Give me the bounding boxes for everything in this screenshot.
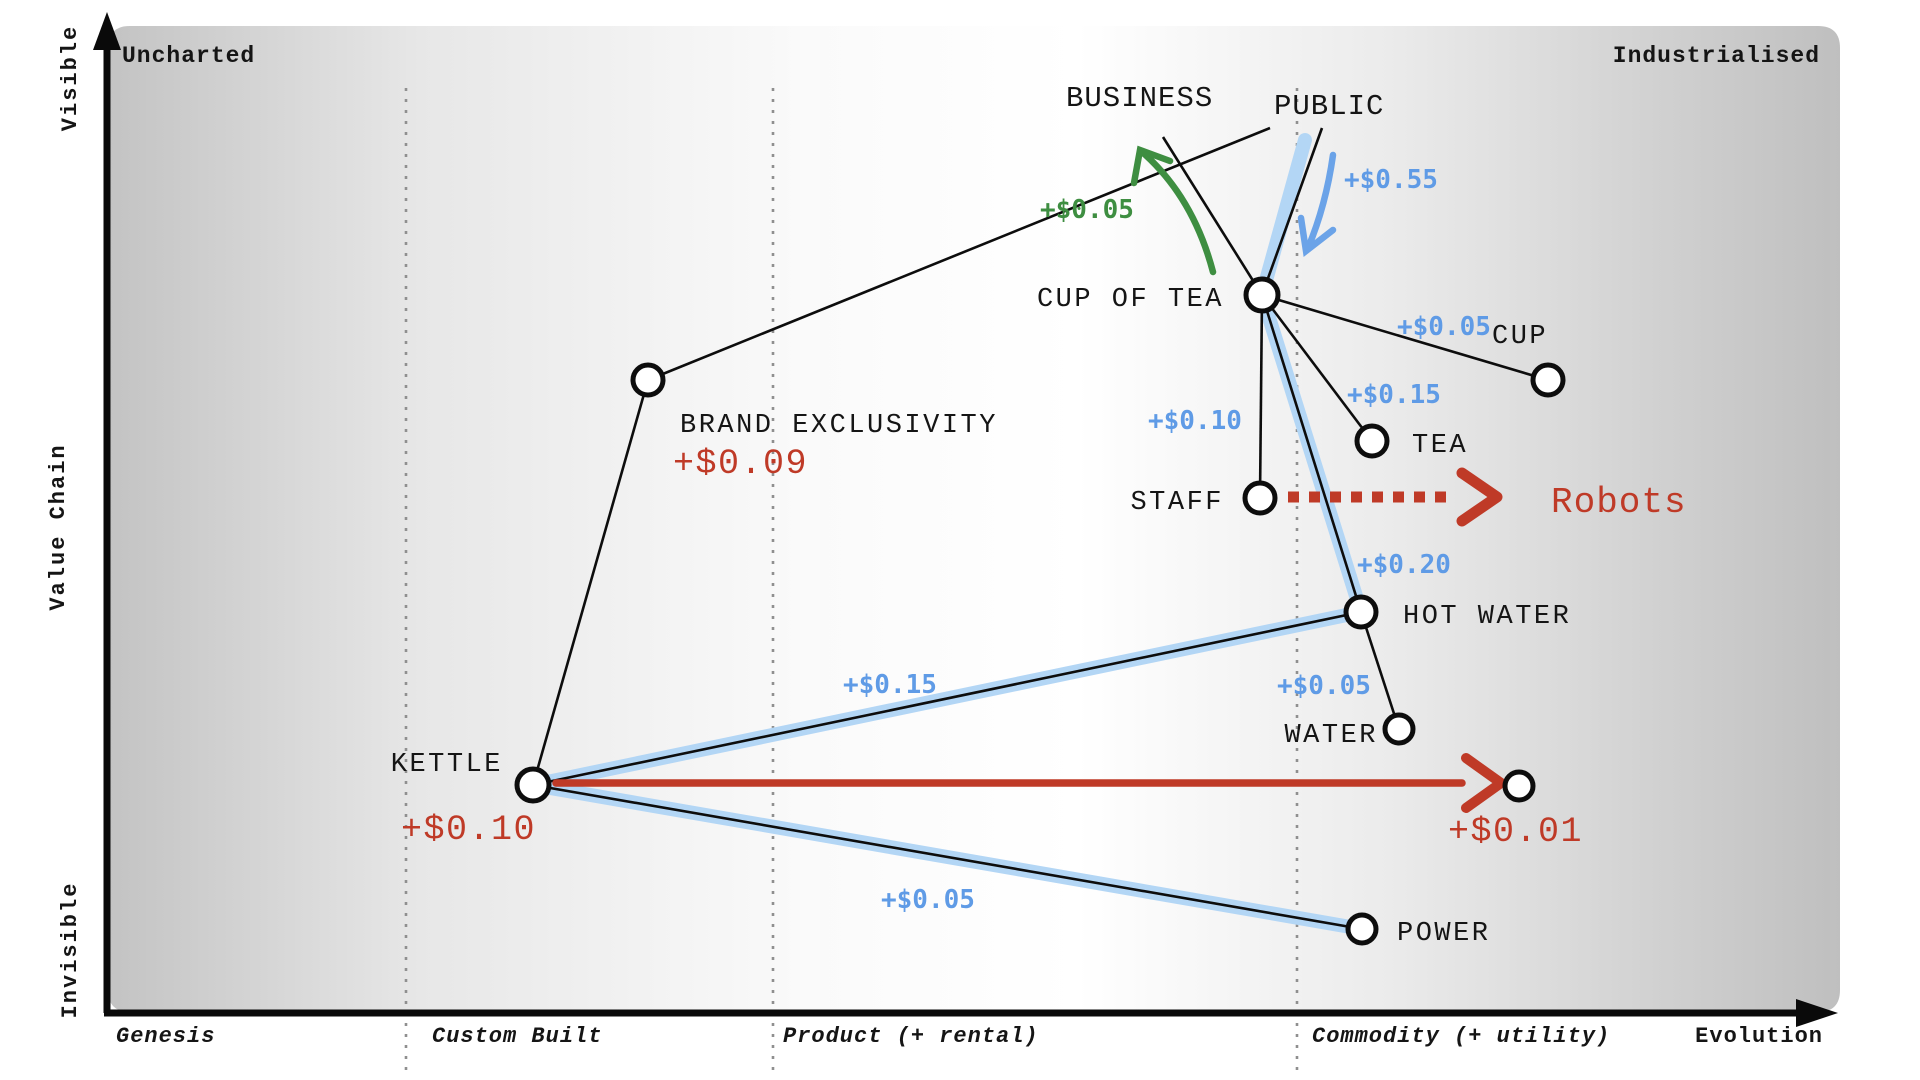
node-label-hot-water: HOT WATER — [1403, 602, 1571, 632]
node-water — [1382, 712, 1416, 746]
node-staff — [1242, 480, 1278, 516]
kettle-evolution-arrow-head — [1461, 753, 1506, 813]
margin-kettle: +$0.10 — [401, 810, 536, 850]
y-axis-label-invisible: Invisible — [58, 882, 83, 1019]
fee-hot-water-link: +$0.20 — [1357, 550, 1451, 580]
plot-area-background — [108, 26, 1840, 1012]
stage-label-genesis: Genesis — [116, 1024, 215, 1049]
region-label-uncharted: Uncharted — [122, 43, 255, 69]
stage-label-commodity: Commodity (+ utility) — [1312, 1024, 1610, 1049]
staff-robots-arrow-head — [1456, 467, 1503, 527]
edge-cupoftea-staff — [1258, 294, 1264, 499]
anchor-label-business: BUSINESS — [1066, 82, 1213, 115]
node-evolved-kettle — [1502, 769, 1536, 803]
node-label-power: POWER — [1397, 919, 1491, 949]
region-label-industrialised: Industrialised — [1613, 43, 1820, 69]
node-label-water: WATER — [1284, 721, 1378, 751]
blue-annotation-arrow-head — [1297, 214, 1337, 257]
node-label-cup: CUP — [1492, 322, 1548, 352]
blue-annotation-arrow-shaft — [1304, 151, 1337, 252]
edge-cupoftea-hotwater — [1260, 294, 1363, 613]
edge-public-cupoftea — [1260, 127, 1324, 296]
stage-label-product: Product (+ rental) — [783, 1024, 1039, 1049]
margin-brand: +$0.09 — [673, 444, 808, 484]
fee-cup-link: +$0.05 — [1397, 312, 1491, 342]
node-label-staff: STAFF — [1130, 488, 1224, 518]
node-tea — [1354, 423, 1390, 459]
anchor-label-public: PUBLIC — [1274, 90, 1384, 123]
edge-cupoftea-tea — [1260, 294, 1374, 442]
node-hot-water — [1343, 594, 1379, 630]
fee-business-link: +$0.05 — [1040, 195, 1134, 225]
fee-public-link: +$0.55 — [1344, 165, 1438, 195]
y-axis-label-visible: Visible — [58, 25, 83, 131]
node-brand-exclusivity — [630, 362, 666, 398]
green-annotation-arrow-head — [1130, 145, 1174, 187]
edge-kettle-power — [532, 783, 1363, 931]
y-axis-label-value-chain: Value Chain — [46, 443, 71, 610]
edge-cupoftea-cup — [1261, 293, 1549, 382]
edge-kettle-hotwater — [532, 610, 1362, 787]
green-annotation-arrow-shaft — [1137, 147, 1217, 276]
margin-evolved-kettle: +$0.01 — [1448, 812, 1583, 852]
node-label-cup-of-tea: CUP OF TEA — [1037, 285, 1224, 315]
y-axis-arrowhead — [93, 12, 121, 50]
node-label-kettle: KETTLE — [391, 750, 503, 780]
node-cup — [1530, 362, 1566, 398]
x-axis-label-evolution: Evolution — [1695, 1024, 1823, 1049]
movement-label-robots: Robots — [1551, 482, 1687, 523]
node-power — [1345, 912, 1379, 946]
edge-kettle-brand — [531, 379, 650, 786]
edge-hotwater-water — [1359, 611, 1401, 730]
x-axis-arrowhead — [1796, 999, 1838, 1027]
node-kettle — [514, 766, 552, 804]
node-cup-of-tea — [1243, 276, 1281, 314]
fee-power-link: +$0.05 — [881, 885, 975, 915]
edge-brand-public — [647, 126, 1271, 382]
node-label-brand-exclusivity: BRAND EXCLUSIVITY — [680, 411, 998, 441]
fee-kettle-hot-water-link: +$0.15 — [843, 670, 937, 700]
fee-water-link: +$0.05 — [1277, 671, 1371, 701]
fee-staff-link: +$0.10 — [1148, 406, 1242, 436]
node-label-tea: TEA — [1412, 431, 1468, 461]
fee-tea-link: +$0.15 — [1347, 380, 1441, 410]
stage-label-custom-built: Custom Built — [432, 1024, 602, 1049]
